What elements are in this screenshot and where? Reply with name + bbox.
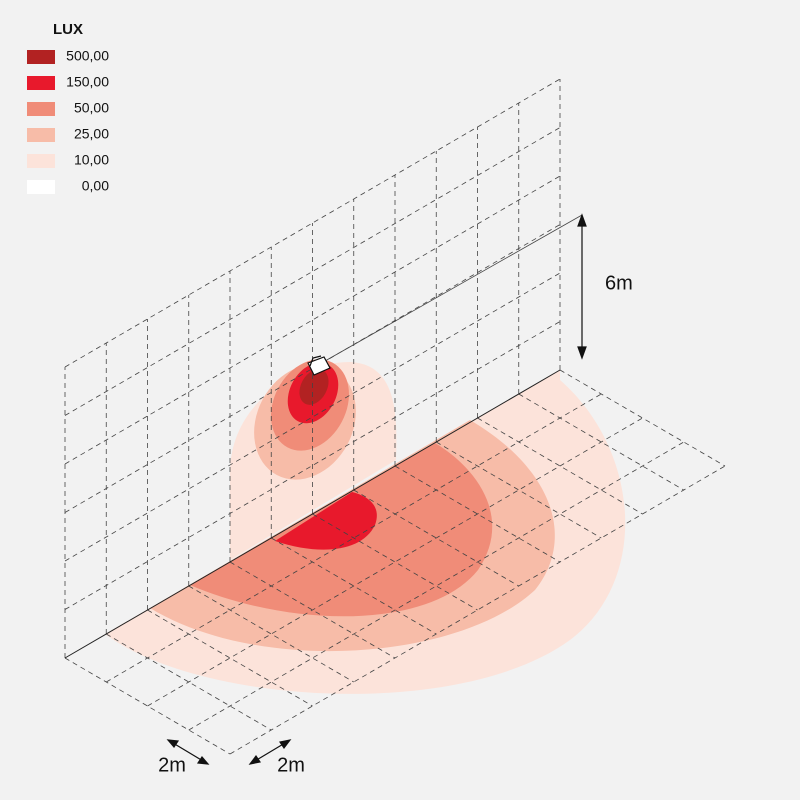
grid-dimensions — [166, 739, 292, 765]
grid-line — [353, 489, 519, 587]
grid-line — [106, 633, 272, 731]
grid-y-label: 2m — [277, 754, 305, 776]
legend-swatch — [27, 102, 55, 116]
grid-line — [229, 465, 726, 755]
grid-line — [147, 609, 313, 707]
grid-line — [271, 537, 437, 635]
legend: 500,00 150,00 50,00 25,00 10,00 0,00 — [27, 48, 109, 194]
grid-line — [559, 369, 726, 467]
grid-line — [477, 417, 643, 515]
grid-x-label: 2m — [158, 754, 186, 776]
legend-title: LUX — [53, 21, 83, 38]
legend-label: 50,00 — [74, 100, 109, 116]
legend-swatch — [27, 50, 55, 64]
legend-swatch — [27, 180, 55, 194]
grid-line — [147, 417, 643, 707]
legend-label: 500,00 — [66, 48, 109, 64]
legend-swatch — [27, 76, 55, 90]
wall-500 — [299, 369, 329, 405]
grid-line — [188, 441, 684, 731]
grid-line — [188, 585, 354, 683]
legend-label: 150,00 — [66, 74, 109, 90]
luminaire — [307, 355, 331, 376]
grid-line — [64, 224, 561, 513]
grid-line — [64, 127, 561, 416]
height-dimension — [577, 213, 587, 360]
grid-line — [436, 441, 602, 539]
grid-line — [394, 465, 561, 563]
legend-swatch — [27, 128, 55, 142]
grid-line — [312, 513, 478, 611]
grid-line — [64, 272, 561, 562]
legend-label: 0,00 — [82, 178, 109, 194]
floor-150 — [275, 492, 377, 550]
legend-swatch — [27, 154, 55, 168]
grid-line — [229, 561, 396, 659]
grid — [64, 78, 726, 755]
legend-label: 10,00 — [74, 152, 109, 168]
illuminance-contours — [105, 359, 626, 694]
grid-line — [106, 393, 602, 683]
grid-line — [64, 657, 231, 755]
grid-line — [64, 321, 561, 610]
wall-floor-edge — [64, 369, 561, 659]
height-label: 6m — [605, 272, 633, 294]
grid-line — [64, 78, 561, 368]
legend-label: 25,00 — [74, 126, 109, 142]
mounting-line — [317, 214, 583, 366]
grid-line — [64, 175, 561, 465]
grid-line — [518, 393, 684, 491]
